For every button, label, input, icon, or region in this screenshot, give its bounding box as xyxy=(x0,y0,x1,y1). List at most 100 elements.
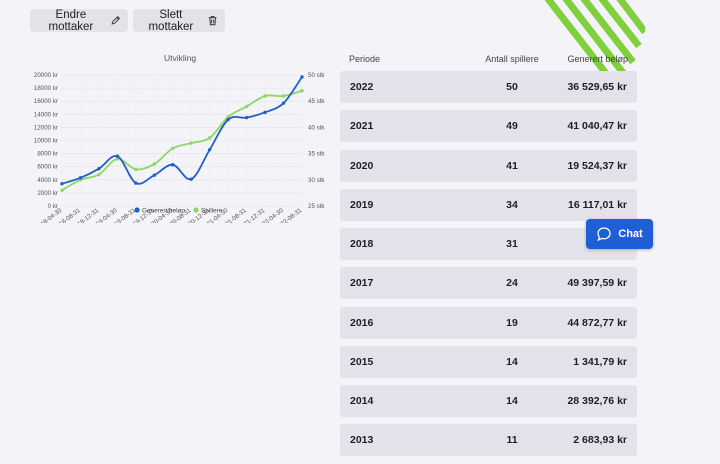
data-point-amount xyxy=(207,147,212,152)
amount-cell: 44 872,77 kr xyxy=(567,316,627,329)
chart-title: Utvikling xyxy=(164,53,196,63)
legend-label-amount: Generert beløp xyxy=(142,207,185,214)
players-cell: 50 xyxy=(506,81,518,93)
period-table: 2022 50 36 529,65 kr 2021 49 41 040,47 kr 2020… xyxy=(340,71,637,464)
y-left-tick-label: 12000 kr xyxy=(34,124,58,131)
data-point-players xyxy=(97,172,101,177)
players-cell: 14 xyxy=(506,395,518,407)
y-left-tick-label: 18000 kr xyxy=(34,85,58,92)
delete-recipient-label: Slett mottaker xyxy=(148,8,194,33)
data-point-players xyxy=(134,167,138,172)
legend-label-players: Spillere xyxy=(201,207,223,214)
players-cell: 49 xyxy=(506,120,518,133)
data-point-amount xyxy=(115,154,120,158)
trash-icon xyxy=(208,16,217,26)
data-point-players xyxy=(152,162,157,166)
y-right-tick-label: 35 stk xyxy=(308,151,325,158)
amount-cell: 36 529,65 kr xyxy=(567,81,627,93)
period-cell: 2021 xyxy=(350,120,374,133)
y-left-tick-label: 2000 kr xyxy=(37,190,58,197)
data-point-amount xyxy=(226,117,230,122)
chat-button[interactable]: Chat xyxy=(586,219,653,249)
players-cell: 19 xyxy=(506,316,518,329)
players-cell: 31 xyxy=(506,238,518,250)
table-row: 2017 24 49 397,59 kr xyxy=(340,267,637,300)
data-point-amount xyxy=(78,176,83,180)
header-period: Periode xyxy=(349,54,381,64)
data-point-amount xyxy=(300,75,304,79)
data-point-players xyxy=(244,104,249,109)
data-point-amount xyxy=(97,166,101,171)
table-row: 2014 14 28 392,76 kr xyxy=(340,385,637,417)
period-cell: 2018 xyxy=(350,238,374,250)
table-header: Periode Antall spillere Generert beløp xyxy=(340,52,637,68)
amount-cell: 41 040,47 kr xyxy=(567,120,627,133)
y-right-tick-label: 50 stk xyxy=(308,72,325,79)
data-point-amount xyxy=(189,177,193,181)
edit-recipient-label: Endre mottaker xyxy=(48,8,94,33)
period-cell: 2015 xyxy=(350,355,374,368)
data-point-amount xyxy=(60,182,64,186)
period-cell: 2022 xyxy=(350,81,374,93)
y-left-tick-label: 4000 kr xyxy=(37,177,58,184)
players-cell: 11 xyxy=(506,434,518,447)
players-cell: 41 xyxy=(506,159,518,172)
period-cell: 2017 xyxy=(350,277,374,290)
table-row: 2020 41 19 524,37 kr xyxy=(340,149,637,182)
delete-recipient-button[interactable]: Slett mottaker xyxy=(133,8,225,33)
amount-cell: 1 341,79 kr xyxy=(573,355,627,368)
period-cell: 2020 xyxy=(350,159,374,172)
data-point-players xyxy=(60,188,64,192)
header-players: Antall spillere xyxy=(485,54,539,64)
chat-label: Chat xyxy=(618,228,643,240)
period-cell: 2014 xyxy=(350,395,374,407)
development-chart: Utvikling 0 kr 2000 kr 4000 kr 6000 kr 8000 … xyxy=(34,53,326,223)
data-point-players xyxy=(281,94,286,98)
amount-cell: 28 392,76 kr xyxy=(567,395,627,407)
players-cell: 14 xyxy=(506,355,518,368)
data-point-amount xyxy=(171,163,175,167)
y-left-tick-label: 0 kr xyxy=(48,203,58,210)
table-row: 2019 34 16 117,01 kr xyxy=(340,188,637,221)
y-left-tick-label: 14000 kr xyxy=(34,111,58,118)
data-point-amount xyxy=(244,115,249,120)
data-point-players xyxy=(189,141,193,145)
data-point-amount xyxy=(134,181,138,185)
chat-bubble-icon xyxy=(597,227,611,242)
table-row: 2016 19 44 872,77 kr xyxy=(340,306,637,339)
players-cell: 24 xyxy=(506,277,518,290)
legend-marker-amount xyxy=(134,207,140,213)
y-right-tick-label: 25 stk xyxy=(308,203,325,210)
data-point-players xyxy=(115,157,120,161)
amount-cell: 19 524,37 kr xyxy=(567,159,627,172)
data-point-players xyxy=(207,136,212,140)
y-left-tick-label: 16000 kr xyxy=(34,98,58,105)
period-cell: 2013 xyxy=(350,434,374,447)
header-amount: Generert beløp xyxy=(567,54,628,64)
y-right-tick-label: 30 stk xyxy=(308,177,325,184)
pencil-icon xyxy=(111,16,120,25)
legend-marker-players xyxy=(193,207,199,213)
y-right-tick-label: 45 stk xyxy=(308,98,325,105)
data-point-players xyxy=(263,94,267,98)
data-point-amount xyxy=(263,110,267,115)
y-left-tick-label: 20000 kr xyxy=(34,72,58,79)
edit-recipient-button[interactable]: Endre mottaker xyxy=(30,8,128,33)
data-point-players xyxy=(171,146,175,151)
table-row: 2013 11 2 683,93 kr xyxy=(340,424,637,457)
y-left-tick-label: 6000 kr xyxy=(37,164,58,171)
data-point-amount xyxy=(281,101,286,105)
data-point-amount xyxy=(152,173,157,177)
y-left-tick-label: 10000 kr xyxy=(34,138,58,145)
amount-cell: 2 683,93 kr xyxy=(573,434,627,447)
y-right-tick-label: 40 stk xyxy=(308,124,325,131)
amount-cell: 49 397,59 kr xyxy=(567,277,627,290)
y-left-tick-label: 8000 kr xyxy=(37,151,58,158)
players-cell: 34 xyxy=(506,198,518,211)
data-point-players xyxy=(300,89,304,93)
table-row: 2021 49 41 040,47 kr xyxy=(340,110,637,143)
table-row: 2022 50 36 529,65 kr xyxy=(340,71,637,103)
amount-cell: 16 117,01 kr xyxy=(568,198,627,211)
period-cell: 2019 xyxy=(350,198,374,211)
period-cell: 2016 xyxy=(350,316,374,329)
